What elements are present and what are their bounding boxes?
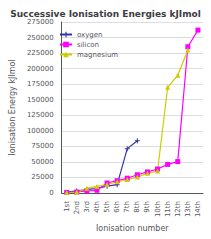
svg-text:7th: 7th: [123, 201, 131, 213]
svg-text:13th: 13th: [184, 201, 192, 217]
svg-text:10th: 10th: [154, 201, 162, 217]
svg-text:oxygen: oxygen: [77, 31, 103, 39]
svg-text:150000: 150000: [27, 96, 54, 104]
svg-text:275000: 275000: [27, 18, 54, 26]
svg-text:175000: 175000: [27, 80, 54, 88]
svg-text:9th: 9th: [143, 201, 151, 213]
svg-text:100000: 100000: [27, 127, 54, 135]
svg-text:6th: 6th: [113, 201, 121, 213]
svg-text:14th: 14th: [194, 201, 202, 217]
svg-text:1st: 1st: [63, 201, 71, 212]
svg-text:11th: 11th: [164, 201, 172, 217]
svg-text:75000: 75000: [31, 142, 53, 150]
svg-text:0: 0: [49, 189, 53, 197]
svg-text:50000: 50000: [31, 158, 53, 166]
svg-text:12th: 12th: [174, 201, 182, 217]
svg-text:250000: 250000: [27, 34, 54, 42]
svg-text:25000: 25000: [31, 173, 53, 181]
svg-text:225000: 225000: [27, 49, 54, 57]
svg-text:Ionisation Energy kJImol: Ionisation Energy kJImol: [8, 59, 17, 155]
svg-text:2nd: 2nd: [73, 201, 81, 214]
svg-text:Successive Ionisation Energies: Successive Ionisation Energies kJImol: [10, 9, 201, 19]
svg-text:Ionisation number: Ionisation number: [96, 224, 169, 233]
svg-text:magnesium: magnesium: [77, 51, 118, 59]
svg-text:5th: 5th: [103, 201, 111, 213]
svg-text:silicon: silicon: [77, 41, 99, 49]
svg-text:125000: 125000: [27, 111, 54, 119]
svg-text:4th: 4th: [93, 201, 101, 213]
svg-text:200000: 200000: [27, 65, 54, 73]
svg-text:3rd: 3rd: [83, 201, 91, 213]
svg-text:8th: 8th: [133, 201, 141, 213]
